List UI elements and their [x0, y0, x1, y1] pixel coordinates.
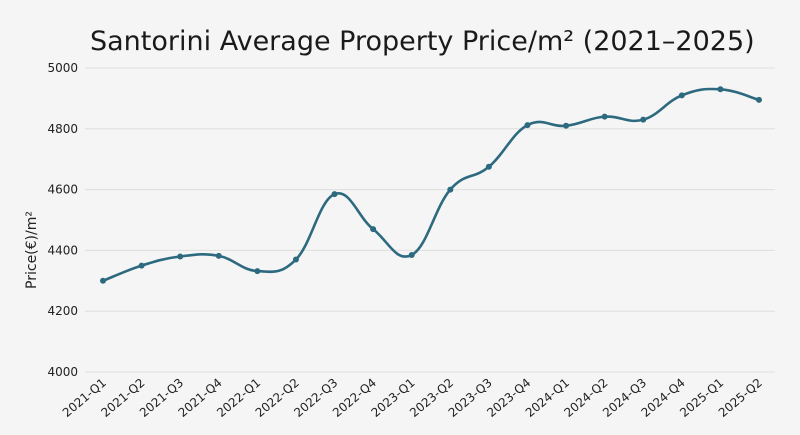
- chart-title: Santorini Average Property Price/m² (202…: [90, 26, 755, 57]
- data-point: [563, 122, 570, 129]
- y-tick-label: 4800: [47, 122, 78, 136]
- y-tick-label: 4200: [47, 304, 78, 318]
- data-point: [640, 116, 647, 123]
- data-point: [331, 191, 338, 198]
- data-point: [292, 256, 299, 263]
- data-point: [485, 163, 492, 170]
- data-point: [177, 253, 184, 260]
- data-point: [524, 122, 531, 129]
- data-point: [215, 252, 222, 259]
- data-point: [138, 262, 145, 269]
- data-point: [717, 86, 724, 93]
- data-point: [447, 186, 454, 193]
- y-tick-label: 5000: [47, 61, 78, 75]
- y-tick-label: 4600: [47, 183, 78, 197]
- y-axis-label: Price(€)/m²: [24, 211, 40, 289]
- data-point: [408, 251, 415, 258]
- data-point: [370, 226, 377, 233]
- x-tick-label: 2025-Q2: [716, 376, 765, 420]
- y-tick-label: 4400: [47, 243, 78, 257]
- data-point: [601, 113, 608, 120]
- data-point: [254, 268, 261, 275]
- data-point: [678, 92, 685, 99]
- series-line: [102, 87, 760, 283]
- data-point: [100, 277, 106, 284]
- data-point: [756, 96, 762, 103]
- y-tick-label: 4000: [47, 365, 78, 379]
